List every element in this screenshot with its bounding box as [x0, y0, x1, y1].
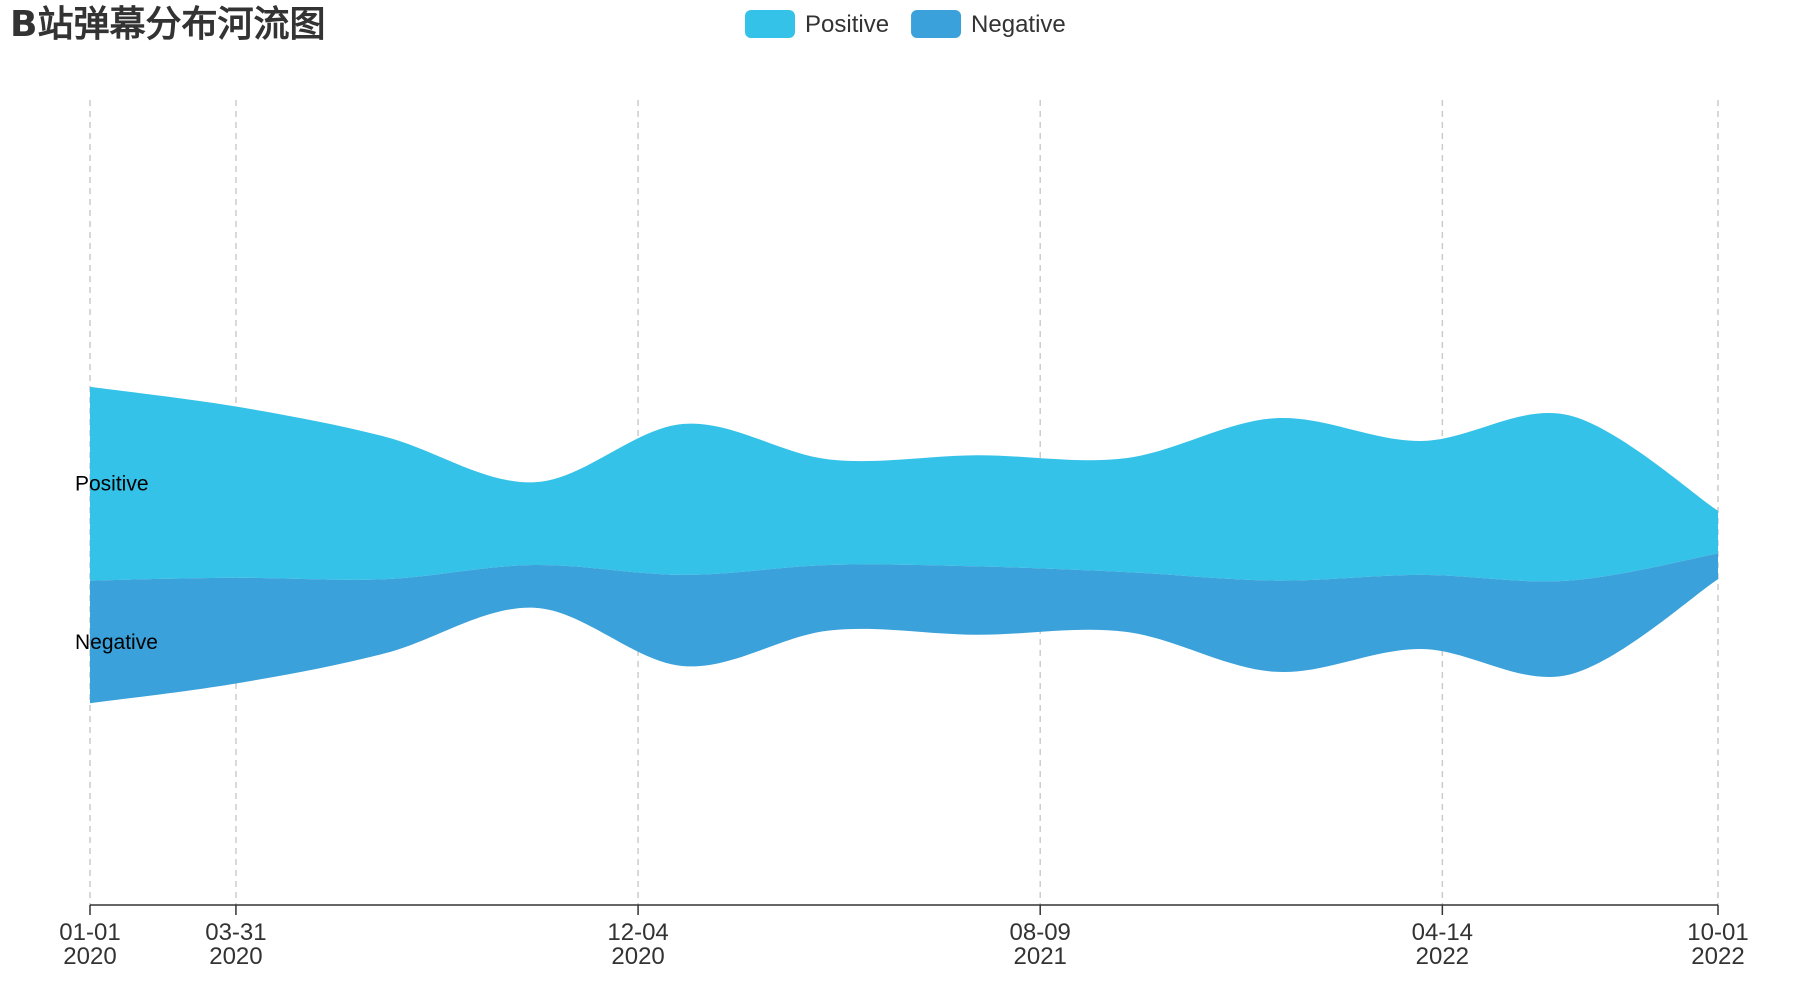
- time-gridlines: [89, 100, 1719, 905]
- x-tick-year-label: 2021: [1014, 943, 1067, 970]
- chart-title: B站弹幕分布河流图: [10, 4, 326, 45]
- x-tick-label: 12-04: [607, 919, 668, 946]
- x-tick-label: 10-01: [1687, 919, 1748, 946]
- series-labels: Positive Negative: [75, 473, 158, 654]
- x-tick-year-label: 2020: [611, 943, 664, 970]
- stream-positive[interactable]: [90, 386, 1718, 582]
- legend-label-positive[interactable]: Positive: [805, 11, 889, 38]
- legend-swatch-positive[interactable]: [745, 10, 795, 38]
- stream-negative[interactable]: [90, 553, 1718, 704]
- x-tick-year-label: 2020: [63, 943, 116, 970]
- x-tick-label: 01-01: [59, 919, 120, 946]
- x-tick-year-label: 2022: [1416, 943, 1469, 970]
- series-label-positive: Positive: [75, 473, 149, 496]
- legend-swatch-negative[interactable]: [911, 10, 962, 38]
- x-tick-label: 08-09: [1010, 919, 1071, 946]
- legend-label-negative[interactable]: Negative: [971, 11, 1066, 38]
- x-tick-year-label: 2020: [209, 943, 262, 970]
- x-tick-label: 04-14: [1412, 919, 1473, 946]
- x-tick-year-label: 2022: [1691, 943, 1744, 970]
- stream-layers: [90, 386, 1718, 704]
- x-tick-label: 03-31: [205, 919, 266, 946]
- series-label-negative: Negative: [75, 631, 158, 654]
- x-axis: 01-01202003-31202012-04202008-09202104-1…: [59, 904, 1749, 970]
- legend: Positive Negative: [745, 10, 1066, 38]
